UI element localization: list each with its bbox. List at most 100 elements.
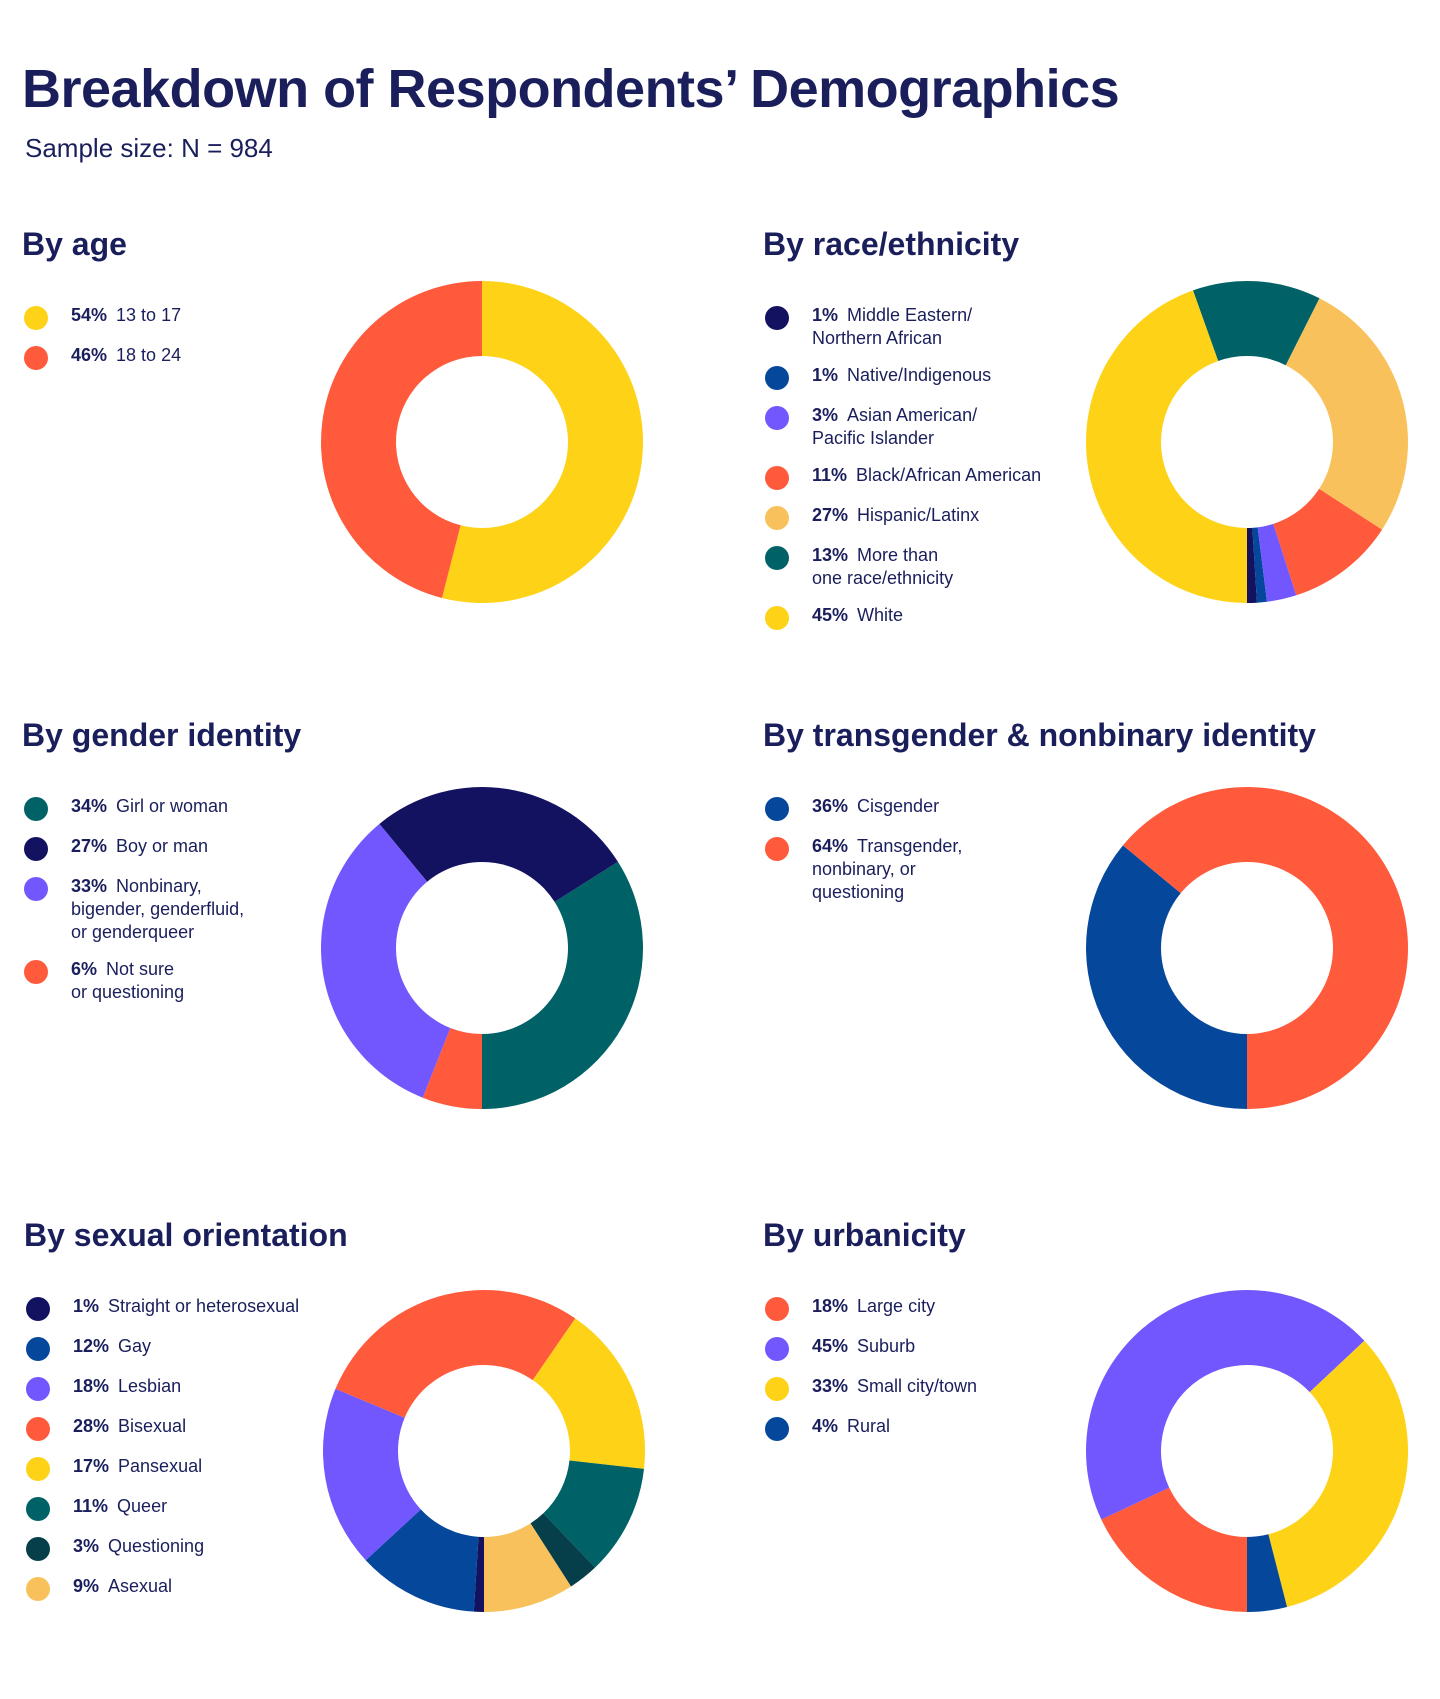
donut-chart: [1086, 1290, 1408, 1612]
legend-label: Questioning: [108, 1536, 205, 1556]
legend-label: Suburb: [857, 1336, 916, 1356]
legend-label: Not sure or questioning: [71, 959, 185, 1002]
legend-percent: 45%: [812, 605, 849, 625]
donut-slice-gay: [365, 1509, 479, 1612]
legend-swatch: [26, 1297, 50, 1321]
legend-label: Queer: [117, 1496, 168, 1516]
legend-percent: 18%: [812, 1296, 849, 1316]
donut-chart: [321, 787, 643, 1109]
legend: 34% Girl or woman 27% Boy or man 33% Nonbinar…: [22, 795, 362, 1018]
legend-item: 27% Hispanic/Latinx: [763, 504, 1103, 530]
legend-label: Girl or woman: [116, 796, 229, 816]
donut-chart: [1086, 281, 1408, 603]
legend-item: 18% Large city: [763, 1295, 1103, 1321]
legend-text: 27% Hispanic/Latinx: [812, 504, 1103, 527]
donut-slice-13-to-17: [441, 281, 643, 603]
legend: 54% 13 to 17 46% 18 to 24: [22, 304, 362, 384]
legend-percent: 27%: [71, 836, 108, 856]
legend-percent: 1%: [812, 365, 839, 385]
donut-slice-rural: [1247, 1534, 1288, 1612]
legend-percent: 34%: [71, 796, 108, 816]
legend-label: Large city: [857, 1296, 936, 1316]
legend-swatch: [24, 797, 48, 821]
legend-text: 54% 13 to 17: [71, 304, 362, 327]
legend-item: 46% 18 to 24: [22, 344, 362, 370]
legend-text: 45% White: [812, 604, 1103, 627]
legend-text: 3% Asian American/ Pacific Islander: [812, 404, 1103, 450]
donut-slice-white: [1086, 290, 1247, 603]
donut-slice-small-city-town: [1268, 1340, 1408, 1607]
legend-percent: 17%: [73, 1456, 110, 1476]
legend-swatch: [26, 1497, 50, 1521]
legend-text: 28% Bisexual: [73, 1415, 364, 1438]
legend-swatch: [765, 406, 789, 430]
donut-slice-black-african-american: [1273, 488, 1383, 596]
donut-slice-more-than-one-race-ethnicity: [1192, 281, 1320, 366]
legend-percent: 33%: [71, 876, 108, 896]
legend-item: 28% Bisexual: [24, 1415, 364, 1441]
legend-swatch: [765, 797, 789, 821]
legend-text: 17% Pansexual: [73, 1455, 364, 1478]
legend-swatch: [26, 1577, 50, 1601]
legend-item: 12% Gay: [24, 1335, 364, 1361]
donut-slice-boy-or-man: [379, 787, 618, 902]
legend-text: 33% Nonbinary, bigender, genderfluid, or …: [71, 875, 362, 944]
legend-percent: 11%: [73, 1496, 109, 1516]
donut-slice-transgender-nonbinary-or-questioning: [1122, 787, 1408, 1109]
legend-label: Middle Eastern/ Northern African: [812, 305, 973, 348]
legend-item: 33% Nonbinary, bigender, genderfluid, or …: [22, 875, 362, 944]
legend-label: Straight or heterosexual: [108, 1296, 300, 1316]
chart-section-by-urbanicity: By urbanicity 18% Large city 45% Suburb 33% Sm…: [763, 1217, 1440, 1677]
donut-slice-girl-or-woman: [482, 861, 643, 1109]
legend-percent: 1%: [812, 305, 839, 325]
legend-item: 33% Small city/town: [763, 1375, 1103, 1401]
legend-label: Black/African American: [856, 465, 1042, 485]
legend-item: 3% Questioning: [24, 1535, 364, 1561]
legend-text: 9% Asexual: [73, 1575, 364, 1598]
legend-label: 18 to 24: [116, 345, 182, 365]
legend-item: 36% Cisgender: [763, 795, 1103, 821]
legend-swatch: [765, 1377, 789, 1401]
legend-label: White: [857, 605, 904, 625]
legend-item: 4% Rural: [763, 1415, 1103, 1441]
page-title: Breakdown of Respondents’ Demographics: [22, 59, 1120, 119]
legend-label: Lesbian: [118, 1376, 182, 1396]
legend-label: Asian American/ Pacific Islander: [812, 405, 978, 448]
legend-label: Cisgender: [857, 796, 940, 816]
donut-chart: [323, 1290, 645, 1612]
legend-label: 13 to 17: [116, 305, 182, 325]
chart-title: By transgender & nonbinary identity: [763, 717, 1316, 753]
donut-slice-18-to-24: [320, 281, 482, 598]
donut-slice-suburb: [1086, 1290, 1365, 1520]
legend-swatch: [24, 837, 48, 861]
legend-item: 18% Lesbian: [24, 1375, 364, 1401]
donut-slice-hispanic-latinx: [1285, 298, 1408, 530]
legend-label: Hispanic/Latinx: [857, 505, 980, 525]
chart-section-by-gender-identity: By gender identity 34% Girl or woman 27% Boy…: [22, 717, 722, 1177]
legend-swatch: [24, 960, 48, 984]
legend-swatch: [765, 837, 789, 861]
donut-slice-questioning: [530, 1513, 596, 1587]
donut-chart: [320, 281, 643, 603]
donut-slice-straight-or-heterosexual: [473, 1536, 484, 1612]
legend-percent: 9%: [73, 1576, 100, 1596]
chart-section-by-sexual-orientation: By sexual orientation 1% Straight or heter…: [24, 1217, 724, 1677]
legend-label: Rural: [847, 1416, 891, 1436]
legend-text: 45% Suburb: [812, 1335, 1103, 1358]
sample-size: Sample size: N = 984: [25, 133, 273, 163]
legend-label: Nonbinary, bigender, genderfluid, or gen…: [71, 876, 245, 942]
legend-item: 6% Not sure or questioning: [22, 958, 362, 1004]
donut-slice-bisexual: [335, 1290, 576, 1418]
legend-percent: 3%: [812, 405, 839, 425]
legend-swatch: [765, 546, 789, 570]
legend-item: 1% Straight or heterosexual: [24, 1295, 364, 1321]
donut-slice-native-indigenous: [1252, 527, 1267, 603]
legend-text: 6% Not sure or questioning: [71, 958, 362, 1004]
legend-text: 18% Lesbian: [73, 1375, 364, 1398]
legend-swatch: [26, 1457, 50, 1481]
legend-swatch: [765, 506, 789, 530]
legend-item: 27% Boy or man: [22, 835, 362, 861]
legend-label: Pansexual: [118, 1456, 203, 1476]
chart-section-by-age: By age 54% 13 to 17 46% 18 to 24: [22, 226, 722, 686]
legend-item: 45% Suburb: [763, 1335, 1103, 1361]
